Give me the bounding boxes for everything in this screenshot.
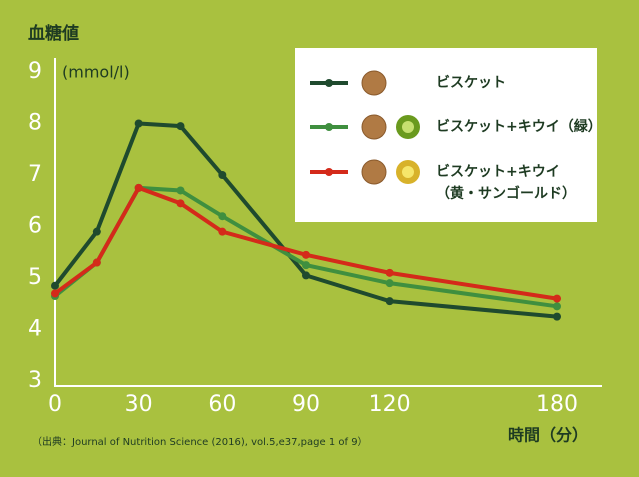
series-line — [53, 121, 558, 319]
point — [553, 312, 561, 321]
legend-dot — [325, 168, 333, 176]
legend-icons — [361, 70, 420, 185]
point — [218, 212, 227, 221]
point — [134, 119, 143, 128]
y-tick-label: 5 — [28, 265, 42, 290]
point — [176, 122, 185, 131]
chart-title: 血糖値 — [28, 23, 79, 44]
point — [218, 227, 227, 236]
point — [218, 171, 227, 179]
legend-label: ビスケット+キウイ （黄・サンゴールド） — [436, 164, 576, 202]
x-tick-label: 180 — [536, 392, 578, 417]
point — [51, 289, 59, 298]
legend-dot — [325, 79, 333, 87]
legend-label: ビスケット — [436, 75, 506, 91]
point — [92, 227, 101, 236]
point — [134, 183, 143, 192]
y-tick-label: 7 — [28, 162, 42, 187]
legend-dot — [325, 123, 333, 131]
y-unit: (mmol/l) — [62, 63, 130, 82]
y-tick-label: 4 — [28, 317, 42, 342]
point — [553, 302, 561, 311]
x-tick-label: 120 — [369, 392, 411, 417]
point — [553, 294, 561, 303]
y-tick-label: 8 — [28, 111, 42, 136]
point — [176, 199, 185, 208]
legend-box — [295, 48, 597, 222]
point — [385, 279, 394, 288]
point — [302, 250, 310, 259]
x-tick-label: 30 — [125, 392, 153, 417]
y-tick-label: 9 — [28, 59, 42, 84]
point — [92, 258, 101, 267]
x-tick-label: 90 — [292, 392, 320, 417]
x-tick-label: 60 — [208, 392, 236, 417]
x-axis-label: 時間（分） — [508, 426, 588, 445]
y-tick-label: 6 — [28, 214, 42, 239]
point — [302, 271, 310, 280]
y-tick-label: 3 — [28, 368, 42, 393]
point — [176, 186, 185, 195]
series-line — [53, 185, 558, 301]
point — [51, 281, 59, 290]
point — [385, 268, 394, 277]
source: （出典：Journal of Nutrition Science (2016),… — [32, 435, 368, 448]
x-tick-label: 0 — [48, 392, 62, 417]
point — [385, 297, 394, 306]
point — [302, 261, 310, 270]
legend-label: ビスケット+キウイ（緑） — [436, 119, 602, 135]
